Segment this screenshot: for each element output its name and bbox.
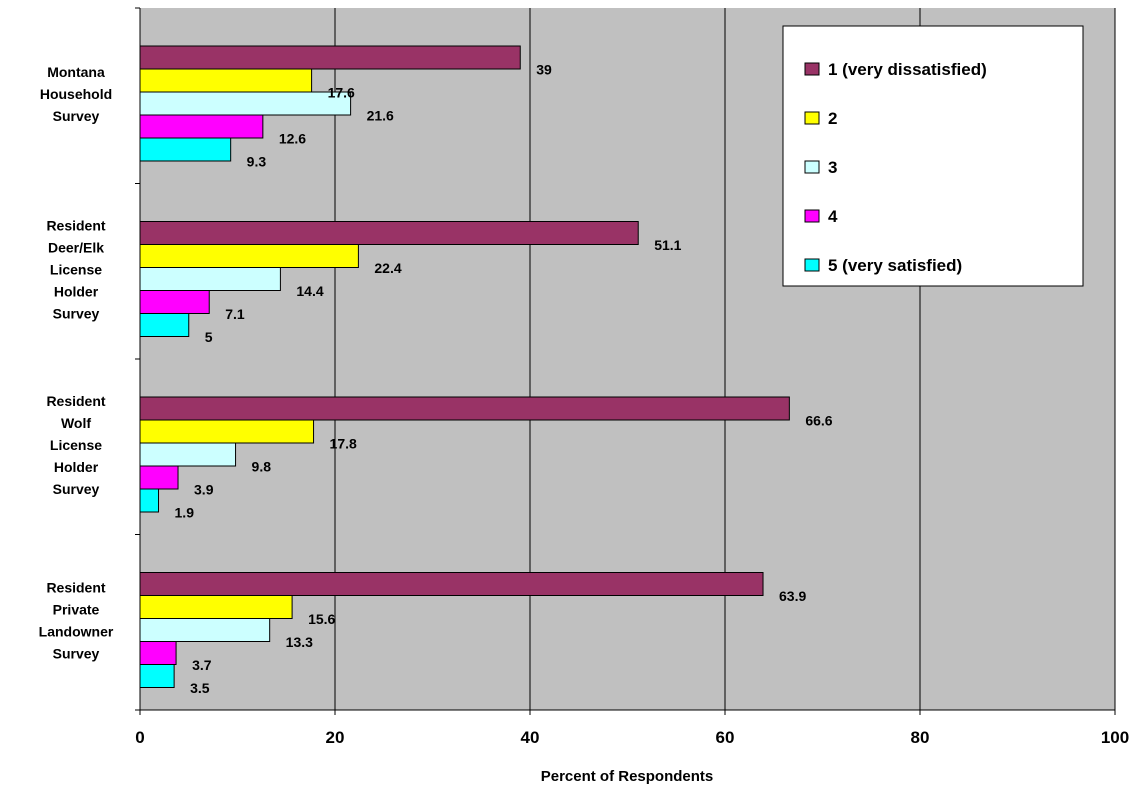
- category-label-line: Wolf: [61, 415, 91, 431]
- bar: [139, 91, 352, 116]
- value-label: 5: [205, 329, 213, 345]
- legend-label: 2: [828, 109, 837, 128]
- legend-label: 4: [828, 207, 838, 226]
- value-label: 51.1: [654, 237, 681, 253]
- category-label-line: License: [50, 437, 102, 453]
- category-label-line: Holder: [54, 283, 99, 299]
- category-label-line: Household: [40, 86, 112, 102]
- value-label: 17.8: [330, 436, 357, 452]
- bar: [139, 488, 160, 513]
- value-label: 21.6: [367, 108, 394, 124]
- bar: [139, 664, 175, 688]
- category-label: Resident Wolf License Holder Survey: [46, 393, 105, 497]
- bar: [139, 267, 281, 291]
- bar: [139, 572, 764, 596]
- legend-label: 3: [828, 158, 837, 177]
- category-label-line: Deer/Elk: [48, 239, 104, 255]
- x-tick-label: 0: [135, 728, 144, 747]
- bar: [139, 221, 639, 245]
- bar: [139, 396, 790, 421]
- category-label-line: Survey: [53, 108, 100, 124]
- category-label-line: Montana: [47, 64, 105, 80]
- bar: [139, 290, 210, 314]
- category-label-line: Survey: [53, 645, 100, 661]
- x-tick-label: 40: [521, 728, 540, 747]
- category-label-line: Resident: [46, 579, 105, 595]
- category-label-line: Private: [53, 601, 100, 617]
- bar: [139, 419, 315, 444]
- bar: [139, 114, 264, 139]
- value-label: 7.1: [225, 306, 245, 322]
- category-label: Resident Deer/Elk License Holder Survey: [46, 217, 105, 321]
- value-label: 66.6: [805, 413, 832, 429]
- value-label: 3.5: [190, 680, 210, 696]
- axes: [135, 7, 1116, 715]
- legend: 1 (very dissatisfied) 2 3 4 5 (very satisfie…: [782, 25, 1084, 287]
- bar: [139, 244, 359, 268]
- x-axis-title: Percent of Respondents: [541, 768, 714, 785]
- value-label: 13.3: [286, 634, 313, 650]
- value-label: 17.6: [328, 85, 355, 101]
- value-label: 9.8: [252, 459, 272, 475]
- value-label: 39: [536, 62, 552, 78]
- legend-swatch: [804, 258, 820, 272]
- category-label-line: Resident: [46, 217, 105, 233]
- value-label: 14.4: [296, 283, 323, 299]
- legend-label: 1 (very dissatisfied): [828, 60, 987, 79]
- category-label-line: Holder: [54, 459, 99, 475]
- value-label: 1.9: [175, 505, 195, 521]
- value-label: 3.9: [194, 482, 214, 498]
- x-tick-label: 100: [1101, 728, 1129, 747]
- bar: [139, 313, 190, 337]
- value-label: 12.6: [279, 131, 306, 147]
- legend-swatch: [804, 62, 820, 76]
- category-label-line: Landowner: [39, 623, 114, 639]
- value-label: 15.6: [308, 611, 335, 627]
- bar: [139, 137, 232, 162]
- category-label-line: Resident: [46, 393, 105, 409]
- category-label: Resident Private Landowner Survey: [39, 579, 114, 661]
- legend-swatch: [804, 160, 820, 174]
- x-tick-label: 20: [326, 728, 345, 747]
- value-label: 9.3: [247, 154, 267, 170]
- bar: [139, 68, 313, 93]
- bar: [139, 465, 179, 490]
- category-label: Montana Household Survey: [40, 64, 112, 124]
- x-tick-label: 80: [911, 728, 930, 747]
- category-label-line: License: [50, 261, 102, 277]
- bar: [139, 442, 237, 467]
- legend-swatch: [804, 111, 820, 125]
- bar: [139, 641, 177, 665]
- legend-box: [782, 25, 1084, 287]
- labels: 0 20 40 60 80 100 39 17.6 21.6 12.6 9.3 Montana Hous…: [39, 62, 1130, 748]
- x-tick-label: 60: [716, 728, 735, 747]
- bars: [139, 45, 790, 688]
- value-label: 22.4: [374, 260, 401, 276]
- legend-label: 5 (very satisfied): [828, 256, 962, 275]
- category-label-line: Survey: [53, 481, 100, 497]
- legend-swatch: [804, 209, 820, 223]
- value-label: 63.9: [779, 588, 806, 604]
- bar: [139, 595, 293, 619]
- bar: [139, 45, 521, 70]
- category-label-line: Survey: [53, 305, 100, 321]
- value-label: 3.7: [192, 657, 212, 673]
- bar: [139, 618, 271, 642]
